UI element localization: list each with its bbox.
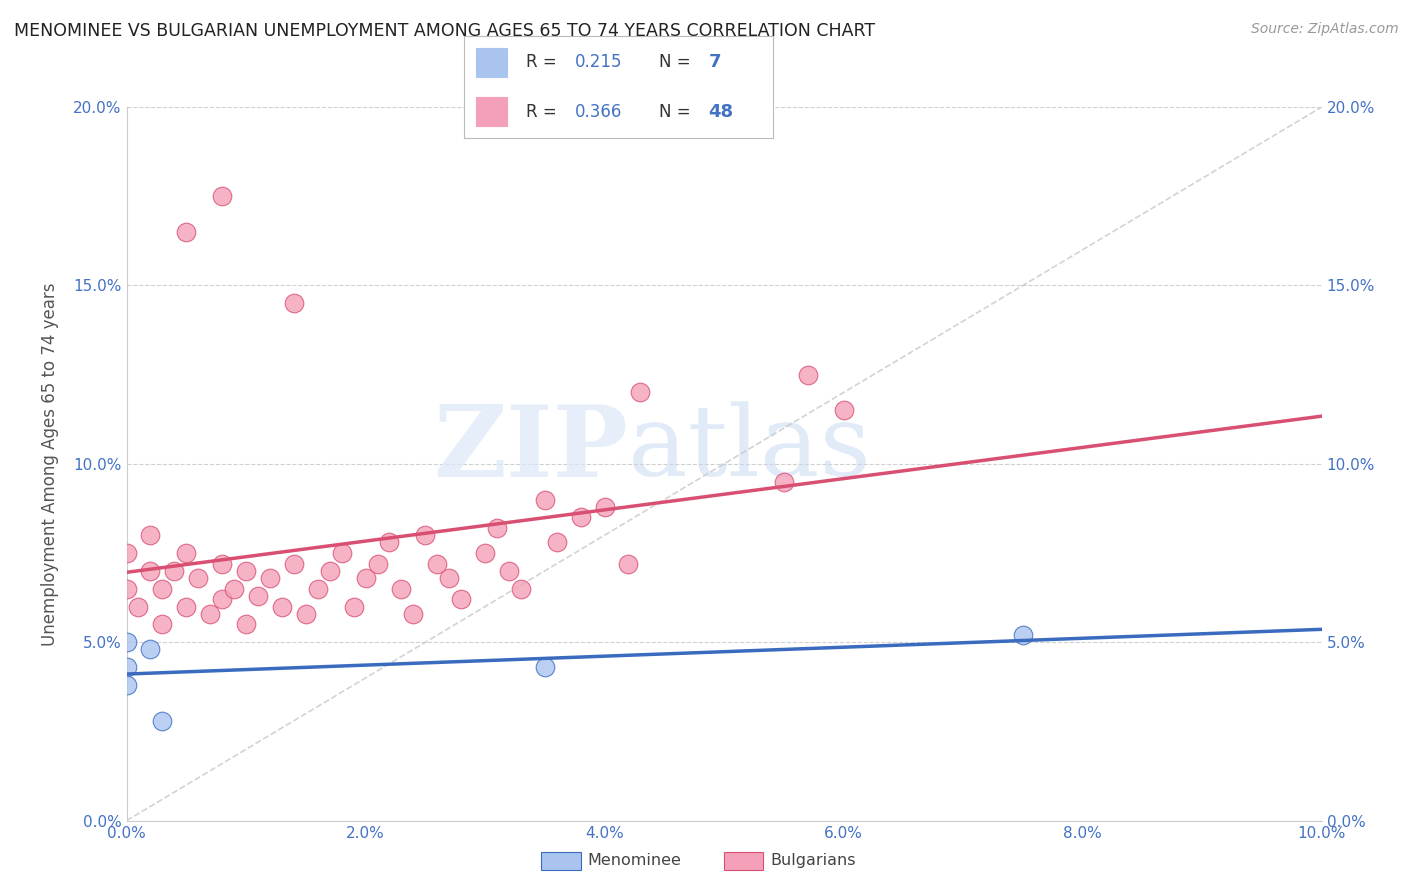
Point <box>115 582 138 596</box>
Point <box>235 617 257 632</box>
Point <box>163 564 186 578</box>
Point <box>200 607 222 621</box>
Text: R =: R = <box>526 103 562 120</box>
Point <box>222 582 246 596</box>
Y-axis label: Unemployment Among Ages 65 to 74 years: Unemployment Among Ages 65 to 74 years <box>41 282 59 646</box>
Point <box>773 475 796 489</box>
Point <box>343 599 366 614</box>
Point <box>115 546 138 560</box>
Point <box>152 582 174 596</box>
Point <box>211 557 233 571</box>
Point <box>139 564 162 578</box>
Text: ZIP: ZIP <box>433 401 628 498</box>
Point <box>115 678 138 692</box>
Text: Source: ZipAtlas.com: Source: ZipAtlas.com <box>1251 22 1399 37</box>
Point <box>127 599 149 614</box>
Point <box>450 592 472 607</box>
Point <box>354 571 377 585</box>
Point <box>366 557 388 571</box>
Point <box>174 225 197 239</box>
Text: 0.366: 0.366 <box>575 103 623 120</box>
Point <box>294 607 316 621</box>
Point <box>211 592 233 607</box>
Text: 48: 48 <box>709 103 734 120</box>
Point <box>391 582 413 596</box>
Text: 7: 7 <box>709 54 721 71</box>
Point <box>235 564 257 578</box>
Point <box>152 617 174 632</box>
Point <box>1011 628 1033 642</box>
Point <box>486 521 509 535</box>
Point <box>139 642 162 657</box>
Point <box>283 296 305 310</box>
Point <box>187 571 209 585</box>
Point <box>617 557 640 571</box>
Text: Bulgarians: Bulgarians <box>770 854 856 868</box>
Point <box>174 599 197 614</box>
Point <box>247 589 270 603</box>
Point <box>211 189 233 203</box>
Text: 0.215: 0.215 <box>575 54 623 71</box>
Bar <box>477 97 508 126</box>
Point <box>139 528 162 542</box>
Point <box>307 582 329 596</box>
Point <box>330 546 353 560</box>
Point <box>115 635 138 649</box>
Point <box>426 557 449 571</box>
Point <box>318 564 342 578</box>
Point <box>569 510 592 524</box>
Text: R =: R = <box>526 54 562 71</box>
Point <box>152 714 174 728</box>
Point <box>415 528 437 542</box>
Point <box>115 660 138 674</box>
Point <box>402 607 425 621</box>
Point <box>174 546 197 560</box>
Point <box>593 500 616 514</box>
Text: atlas: atlas <box>628 401 872 498</box>
Text: N =: N = <box>659 103 696 120</box>
Point <box>832 403 855 417</box>
Point <box>378 535 401 549</box>
Bar <box>477 48 508 77</box>
Point <box>474 546 496 560</box>
Point <box>534 492 557 507</box>
Text: MENOMINEE VS BULGARIAN UNEMPLOYMENT AMONG AGES 65 TO 74 YEARS CORRELATION CHART: MENOMINEE VS BULGARIAN UNEMPLOYMENT AMON… <box>14 22 875 40</box>
Point <box>509 582 531 596</box>
Point <box>270 599 294 614</box>
Point <box>546 535 568 549</box>
Point <box>259 571 281 585</box>
Point <box>439 571 461 585</box>
Point <box>534 660 557 674</box>
Point <box>796 368 818 382</box>
Point <box>498 564 520 578</box>
Text: N =: N = <box>659 54 696 71</box>
Point <box>283 557 305 571</box>
Point <box>628 385 651 400</box>
Text: Menominee: Menominee <box>588 854 682 868</box>
